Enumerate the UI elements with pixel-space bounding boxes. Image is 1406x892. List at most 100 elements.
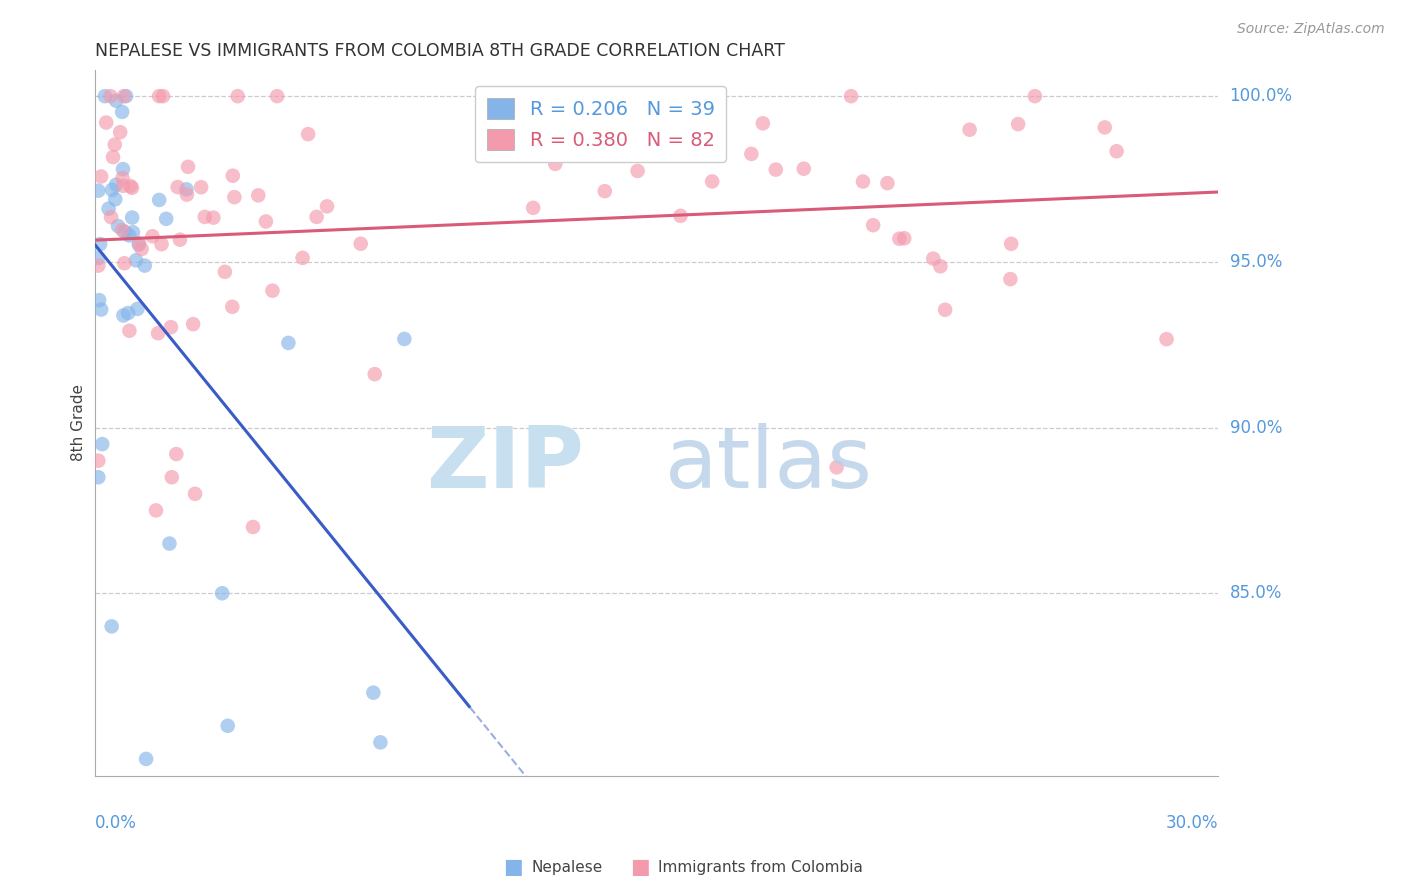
Point	[131, 242, 153, 256]
Text: 90.0%: 90.0%	[1230, 418, 1282, 436]
Point	[97, 202, 120, 216]
Point	[145, 503, 167, 517]
Point	[90, 302, 112, 317]
Point	[364, 367, 387, 381]
Point	[127, 301, 149, 316]
Point	[350, 236, 373, 251]
Point	[363, 686, 385, 700]
Point	[90, 169, 112, 184]
Point	[150, 237, 173, 252]
Point	[959, 122, 981, 136]
Text: 0.0%: 0.0%	[94, 814, 136, 832]
Text: atlas: atlas	[665, 424, 873, 507]
Point	[1156, 332, 1178, 346]
Point	[934, 302, 956, 317]
Point	[117, 306, 139, 320]
Text: ZIP: ZIP	[426, 424, 583, 507]
Point	[101, 150, 124, 164]
Point	[94, 89, 117, 103]
Point	[146, 326, 169, 341]
Point	[112, 256, 135, 270]
Point	[87, 251, 110, 265]
Point	[893, 231, 915, 245]
Point	[87, 470, 110, 484]
Point	[190, 180, 212, 194]
Point	[177, 160, 200, 174]
Point	[166, 180, 188, 194]
Point	[160, 320, 183, 334]
Point	[112, 178, 135, 193]
Point	[297, 127, 319, 141]
Point	[160, 470, 183, 484]
Point	[148, 193, 170, 207]
Text: ■: ■	[630, 857, 650, 877]
Point	[247, 188, 270, 202]
Point	[522, 201, 544, 215]
Point	[118, 324, 141, 338]
Point	[121, 211, 143, 225]
Text: 95.0%: 95.0%	[1230, 252, 1282, 271]
Point	[96, 115, 118, 129]
Point	[222, 169, 245, 183]
Point	[120, 179, 142, 194]
Point	[221, 300, 243, 314]
Point	[134, 259, 156, 273]
Point	[214, 265, 236, 279]
Point	[862, 218, 884, 232]
Point	[100, 619, 122, 633]
Point	[669, 209, 692, 223]
Point	[148, 89, 170, 103]
Text: Nepalese: Nepalese	[531, 860, 603, 874]
Point	[593, 184, 616, 198]
Point	[135, 752, 157, 766]
Point	[107, 219, 129, 233]
Point	[118, 228, 141, 243]
Point	[626, 164, 648, 178]
Point	[176, 187, 198, 202]
Point	[111, 223, 134, 237]
Point	[740, 147, 762, 161]
Text: Source: ZipAtlas.com: Source: ZipAtlas.com	[1237, 22, 1385, 37]
Point	[226, 89, 249, 103]
Point	[181, 317, 204, 331]
Point	[752, 116, 775, 130]
Point	[544, 157, 567, 171]
Point	[1024, 89, 1046, 103]
Point	[141, 229, 163, 244]
Point	[217, 719, 239, 733]
Text: NEPALESE VS IMMIGRANTS FROM COLOMBIA 8TH GRADE CORRELATION CHART: NEPALESE VS IMMIGRANTS FROM COLOMBIA 8TH…	[94, 42, 785, 60]
Point	[122, 225, 145, 239]
Point	[929, 260, 952, 274]
Point	[101, 183, 124, 197]
Point	[91, 437, 114, 451]
Point	[305, 210, 328, 224]
Point	[87, 453, 110, 467]
Point	[111, 162, 134, 177]
Point	[793, 161, 815, 176]
Text: ■: ■	[503, 857, 523, 877]
Point	[112, 309, 135, 323]
Point	[825, 460, 848, 475]
Point	[169, 233, 191, 247]
Point	[105, 94, 128, 108]
Point	[104, 192, 127, 206]
Point	[125, 253, 148, 268]
Point	[87, 184, 110, 198]
Point	[202, 211, 225, 225]
Point	[115, 89, 138, 103]
Point	[89, 293, 111, 307]
Point	[1000, 272, 1022, 286]
Point	[105, 178, 128, 192]
Point	[1000, 236, 1022, 251]
Point	[316, 199, 339, 213]
Point	[100, 89, 122, 103]
Point	[394, 332, 416, 346]
Point	[121, 181, 143, 195]
Point	[128, 236, 150, 251]
Point	[1007, 117, 1029, 131]
Point	[87, 259, 110, 273]
Point	[100, 210, 122, 224]
Point	[211, 586, 233, 600]
Point	[111, 171, 134, 186]
Point	[765, 162, 787, 177]
